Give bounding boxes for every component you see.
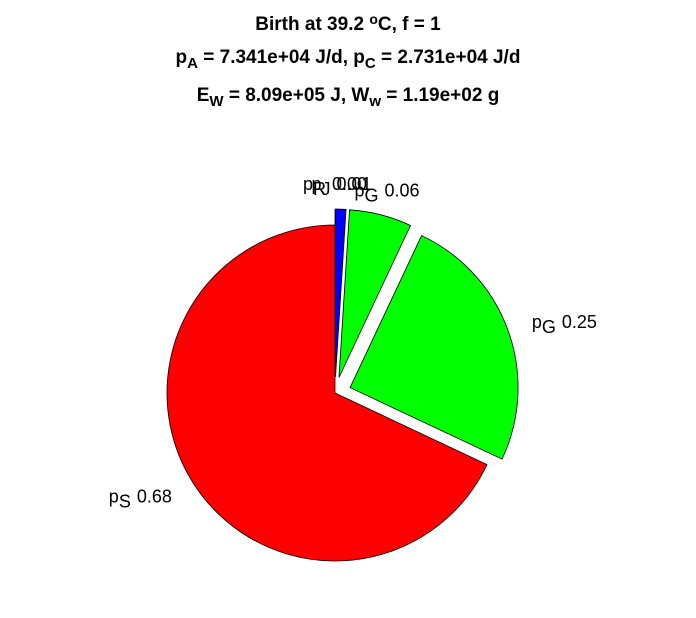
subscript: W (209, 93, 224, 110)
label-name: p (312, 174, 322, 194)
label-value: 0.00 (332, 174, 367, 194)
title-text: = 2.731e+04 J/d (376, 47, 521, 68)
slice-label: pS 0.68 (109, 487, 172, 512)
title-text: Birth at 39.2 (255, 14, 369, 35)
pie-slice (335, 208, 347, 378)
title-text: = 1.19e+02 g (381, 85, 499, 106)
subscript: w (368, 93, 381, 110)
subscript: C (365, 55, 376, 72)
label-name: p (303, 174, 313, 194)
title-line: pA = 7.341e+04 J/d, pC = 2.731e+04 J/d (176, 47, 521, 72)
label-value: 0.06 (385, 180, 420, 200)
chart-title: Birth at 39.2 oC, f = 1 pA = 7.341e+04 J/… (176, 11, 521, 110)
slice-label: pJ 0.01 (312, 174, 372, 199)
label-value: 0.01 (337, 174, 372, 194)
pie-slice (349, 235, 519, 460)
title-text: = 7.341e+04 J/d, p (198, 47, 365, 68)
slice-label: pG 0.06 (354, 180, 419, 205)
pie-slice (338, 209, 412, 378)
label-value: 0.25 (562, 312, 597, 332)
slice-label: pR 0.00 (303, 174, 367, 199)
pie-slice (166, 224, 488, 562)
title-text: p (176, 47, 188, 68)
label-subscript: J (322, 179, 331, 199)
title-line: Birth at 39.2 oC, f = 1 (255, 11, 441, 35)
superscript: o (369, 11, 378, 27)
title-line: EW = 8.09e+05 J, Ww = 1.19e+02 g (197, 85, 500, 110)
label-subscript: R (313, 179, 326, 199)
label-subscript: S (119, 492, 131, 512)
label-name: p (532, 312, 542, 332)
title-text: E (197, 85, 210, 106)
label-name: p (109, 487, 119, 507)
title-text: C, f = 1 (378, 14, 441, 35)
label-value: 0.68 (137, 487, 172, 507)
subscript: A (187, 55, 198, 72)
label-name: p (354, 180, 364, 200)
label-subscript: G (365, 186, 379, 206)
label-subscript: G (542, 318, 556, 338)
title-text: = 8.09e+05 J, W (224, 85, 370, 106)
slice-label: pG 0.25 (532, 312, 597, 337)
